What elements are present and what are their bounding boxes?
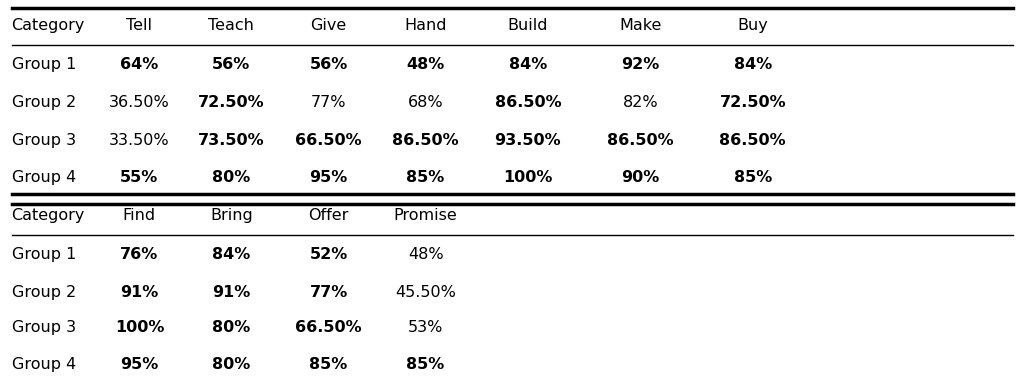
Text: 73.50%: 73.50% xyxy=(198,133,264,148)
Text: Find: Find xyxy=(123,208,156,223)
Text: 85%: 85% xyxy=(310,357,347,372)
Text: Group 1: Group 1 xyxy=(11,57,76,72)
Text: 55%: 55% xyxy=(120,170,159,185)
Text: Give: Give xyxy=(311,19,346,33)
Text: 33.50%: 33.50% xyxy=(109,133,170,148)
Text: 77%: 77% xyxy=(310,285,347,300)
Text: 84%: 84% xyxy=(508,57,547,72)
Text: 85%: 85% xyxy=(734,170,772,185)
Text: Category: Category xyxy=(11,19,85,33)
Text: Group 4: Group 4 xyxy=(11,170,76,185)
Text: 90%: 90% xyxy=(621,170,659,185)
Text: Offer: Offer xyxy=(309,208,348,223)
Text: 100%: 100% xyxy=(115,320,164,335)
Text: 86.50%: 86.50% xyxy=(494,95,561,110)
Text: 45.50%: 45.50% xyxy=(396,285,456,300)
Text: Bring: Bring xyxy=(210,208,253,223)
Text: 48%: 48% xyxy=(407,57,445,72)
Text: Group 4: Group 4 xyxy=(11,357,76,372)
Text: 82%: 82% xyxy=(622,95,658,110)
Text: Group 2: Group 2 xyxy=(11,285,76,300)
Text: 52%: 52% xyxy=(310,247,347,261)
Text: 48%: 48% xyxy=(408,247,444,261)
Text: Promise: Promise xyxy=(394,208,457,223)
Text: 95%: 95% xyxy=(310,170,347,185)
Text: 92%: 92% xyxy=(621,57,659,72)
Text: 86.50%: 86.50% xyxy=(393,133,459,148)
Text: Group 1: Group 1 xyxy=(11,247,76,261)
Text: Tell: Tell xyxy=(126,19,153,33)
Text: 56%: 56% xyxy=(310,57,347,72)
Text: 93.50%: 93.50% xyxy=(494,133,561,148)
Text: Build: Build xyxy=(507,19,548,33)
Text: 56%: 56% xyxy=(212,57,250,72)
Text: Make: Make xyxy=(619,19,661,33)
Text: 95%: 95% xyxy=(120,357,159,372)
Text: 85%: 85% xyxy=(407,170,445,185)
Text: 77%: 77% xyxy=(311,95,346,110)
Text: 68%: 68% xyxy=(408,95,444,110)
Text: 86.50%: 86.50% xyxy=(607,133,673,148)
Text: 36.50%: 36.50% xyxy=(109,95,170,110)
Text: 84%: 84% xyxy=(734,57,772,72)
Text: Teach: Teach xyxy=(208,19,254,33)
Text: 80%: 80% xyxy=(212,170,250,185)
Text: 66.50%: 66.50% xyxy=(295,133,362,148)
Text: 100%: 100% xyxy=(503,170,552,185)
Text: 80%: 80% xyxy=(212,320,250,335)
Text: Buy: Buy xyxy=(737,19,768,33)
Text: 86.50%: 86.50% xyxy=(720,133,786,148)
Text: 91%: 91% xyxy=(212,285,250,300)
Text: 80%: 80% xyxy=(212,357,250,372)
Text: Category: Category xyxy=(11,208,85,223)
Text: 84%: 84% xyxy=(212,247,250,261)
Text: 66.50%: 66.50% xyxy=(295,320,362,335)
Text: Hand: Hand xyxy=(404,19,447,33)
Text: 53%: 53% xyxy=(408,320,443,335)
Text: 72.50%: 72.50% xyxy=(198,95,264,110)
Text: Group 2: Group 2 xyxy=(11,95,76,110)
Text: 85%: 85% xyxy=(407,357,445,372)
Text: 91%: 91% xyxy=(120,285,159,300)
Text: Group 3: Group 3 xyxy=(11,133,76,148)
Text: 72.50%: 72.50% xyxy=(720,95,786,110)
Text: 76%: 76% xyxy=(120,247,159,261)
Text: Group 3: Group 3 xyxy=(11,320,76,335)
Text: 64%: 64% xyxy=(120,57,159,72)
